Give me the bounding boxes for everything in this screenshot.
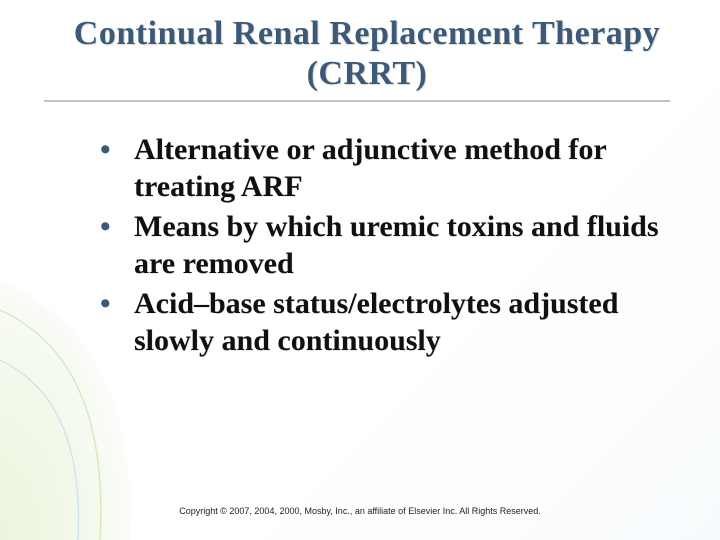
bullet-list: Alternative or adjunctive method for tre… <box>100 132 680 360</box>
slide-title: Continual Renal Replacement Therapy (CRR… <box>54 14 680 94</box>
bullet-item: Acid–base status/electrolytes adjusted s… <box>100 286 680 359</box>
copyright-footer: Copyright © 2007, 2004, 2000, Mosby, Inc… <box>0 506 720 516</box>
content-area: Alternative or adjunctive method for tre… <box>100 132 680 364</box>
title-underline <box>44 100 670 102</box>
bullet-item: Alternative or adjunctive method for tre… <box>100 132 680 205</box>
slide: Continual Renal Replacement Therapy (CRR… <box>0 0 720 540</box>
title-container: Continual Renal Replacement Therapy (CRR… <box>54 14 680 94</box>
bullet-item: Means by which uremic toxins and fluids … <box>100 209 680 282</box>
